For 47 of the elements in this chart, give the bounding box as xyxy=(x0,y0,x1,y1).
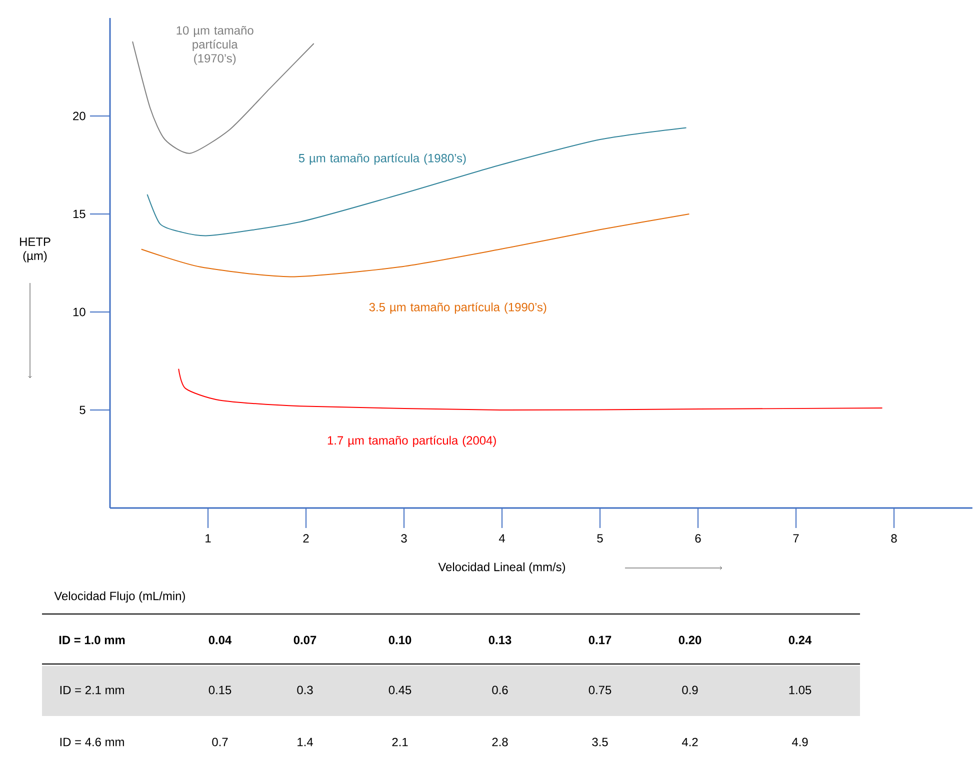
text: 10 µm tamaño partícula (1970’s) xyxy=(176,26,254,65)
text: 0.9 xyxy=(682,686,698,694)
text: 0.75 xyxy=(588,686,612,694)
x-axis-title: Velocidad Lineal (mm/s) xyxy=(438,562,566,574)
x-tick-label: 6 xyxy=(695,534,701,543)
text: 0.24 xyxy=(788,636,812,644)
text: 0.20 xyxy=(678,636,702,644)
y-tick-label: 20 xyxy=(73,112,86,120)
text: 0.17 xyxy=(588,636,612,644)
text: 4.9 xyxy=(792,738,808,746)
x-tick-label: 3 xyxy=(401,534,407,543)
y-axis-title: HETP (µm) xyxy=(20,238,50,262)
line-series xyxy=(178,368,883,411)
x-tick-label: 2 xyxy=(303,534,309,543)
text: 0.45 xyxy=(388,686,412,694)
y-tick-label: 15 xyxy=(73,210,86,218)
x-tick-label: 8 xyxy=(891,534,897,543)
line-series xyxy=(146,127,687,236)
line-series xyxy=(140,213,690,278)
text: 0.15 xyxy=(208,686,232,694)
x-tick-label: 7 xyxy=(793,534,799,542)
y-tick-label: 10 xyxy=(73,308,86,316)
text: 0.07 xyxy=(294,636,316,644)
line-series xyxy=(132,41,314,154)
text: 0.10 xyxy=(388,636,412,644)
text: 0.04 xyxy=(208,636,232,644)
text: 3.5 xyxy=(592,738,608,746)
text: 0.6 xyxy=(492,686,508,694)
text: 0.7 xyxy=(212,738,228,746)
y-tick-label: 5 xyxy=(80,406,86,414)
text: 3.5 µm tamaño partícula (1990’s) xyxy=(369,302,546,314)
x-tick-label: 1 xyxy=(206,534,211,542)
series-label: 5 µm tamaño partícula (1980’s) xyxy=(298,153,466,165)
text: ID = 4.6 mm xyxy=(60,738,124,746)
text: ID = 1.0 mm xyxy=(59,636,125,644)
text: Velocidad Flujo (mL/min) xyxy=(54,591,185,603)
text: 1.4 xyxy=(298,738,313,746)
x-tick-label: 5 xyxy=(597,534,603,543)
text: 0.13 xyxy=(488,636,512,644)
x-tick-label: 4 xyxy=(498,534,505,542)
text: 0.3 xyxy=(297,686,313,694)
text: 2.8 xyxy=(492,738,508,746)
text: ID = 2.1 mm xyxy=(60,686,124,694)
text: 2.1 xyxy=(392,738,408,746)
text: 1.7 µm tamaño partícula (2004) xyxy=(328,436,496,447)
text: 1.05 xyxy=(789,686,812,694)
text: 4.2 xyxy=(682,738,698,746)
